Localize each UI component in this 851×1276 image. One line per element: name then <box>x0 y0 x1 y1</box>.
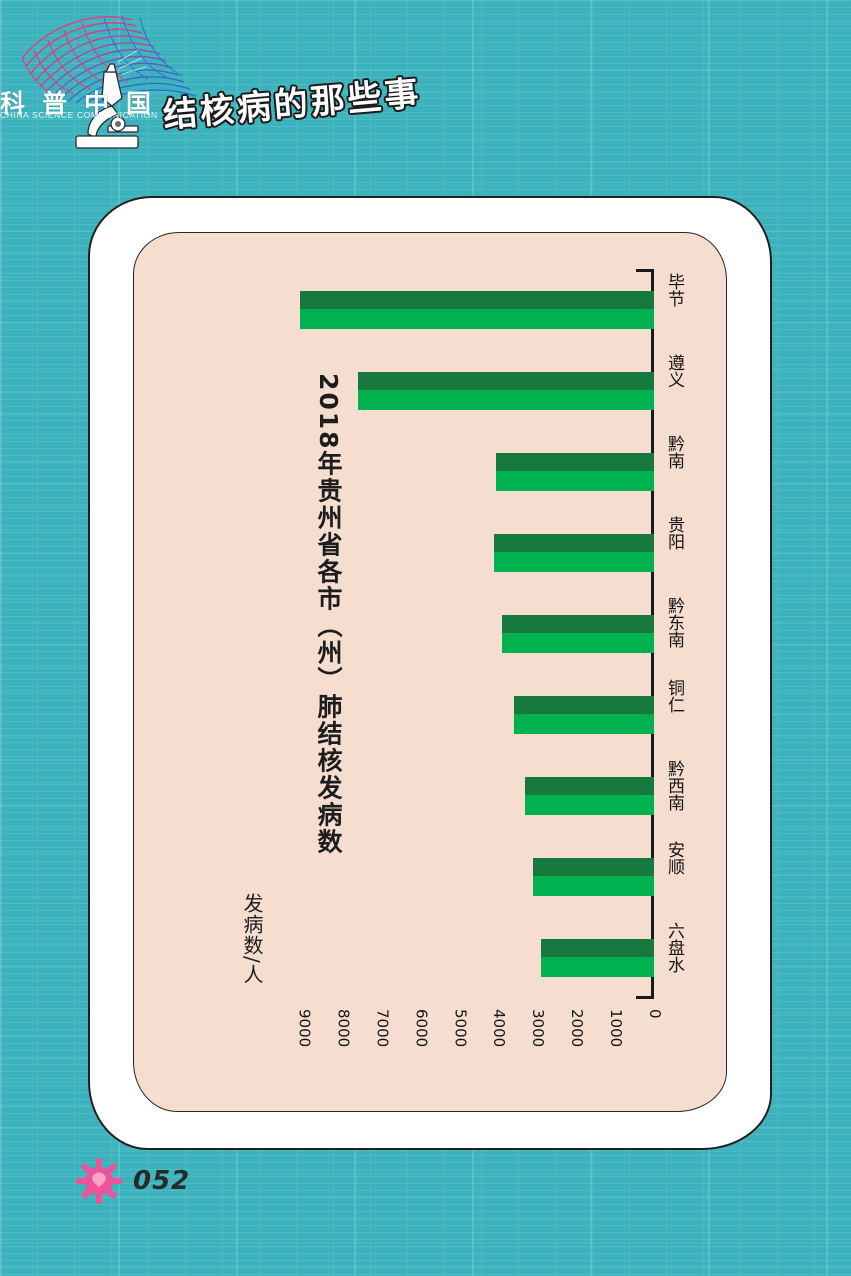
bar-六盘水 <box>284 939 654 978</box>
bar-fill <box>533 858 654 897</box>
bar-fill <box>525 777 654 816</box>
bar-fill <box>496 452 654 491</box>
tick-label-4000: 4000 <box>490 1009 509 1048</box>
value-axis-label: 发病数/人 <box>240 893 264 985</box>
bar-黔东南 <box>284 615 654 653</box>
tick-label-5000: 5000 <box>451 1009 470 1048</box>
plot-area <box>284 269 654 999</box>
tick-label-0: 0 <box>646 1009 664 1019</box>
tick-label-2000: 2000 <box>568 1009 587 1048</box>
bar-遵义 <box>284 371 654 410</box>
gear-flower-icon <box>76 1158 122 1204</box>
logo-brand-text: 科普中国 <box>0 89 169 118</box>
page-header: 科普中国 CHINA SCIENCE COMMUNICATION 结核病的那些事 <box>0 0 851 170</box>
bar-fill <box>513 696 654 735</box>
bar-fill <box>494 533 654 572</box>
bar-贵阳 <box>284 533 654 572</box>
category-label-安顺: 安顺 <box>664 840 684 875</box>
category-label-贵阳: 贵阳 <box>664 516 684 551</box>
page-number: 052 <box>133 1166 191 1196</box>
tick-label-7000: 7000 <box>373 1009 392 1048</box>
bar-铜仁 <box>284 696 654 735</box>
logo-subtitle-text: CHINA SCIENCE COMMUNICATION <box>0 110 158 120</box>
category-label-六盘水: 六盘水 <box>664 921 684 973</box>
bar-安顺 <box>284 858 654 897</box>
axis-cap-bottom <box>636 996 654 999</box>
feather-swoosh-icon <box>21 15 197 149</box>
content-card-panel: 2018年贵州省各市（州）肺结核发病数 发病数/人 毕节遵义黔南贵阳黔东南铜仁黔… <box>133 232 727 1112</box>
bar-fill <box>299 290 654 329</box>
tick-label-9000: 9000 <box>295 1009 314 1048</box>
chart-title: 2018年贵州省各市（州）肺结核发病数 <box>314 373 343 856</box>
category-label-遵义: 遵义 <box>664 354 684 389</box>
tick-label-1000: 1000 <box>607 1009 626 1048</box>
tick-label-6000: 6000 <box>412 1009 431 1048</box>
bar-黔南 <box>284 452 654 491</box>
category-label-黔西南: 黔西南 <box>664 759 684 811</box>
category-label-黔东南: 黔东南 <box>664 597 684 649</box>
china-science-communication-logo: 科普中国 CHINA SCIENCE COMMUNICATION <box>0 6 290 156</box>
bar-黔西南 <box>284 777 654 816</box>
tick-label-3000: 3000 <box>529 1009 548 1048</box>
category-label-毕节: 毕节 <box>664 273 684 307</box>
category-label-铜仁: 铜仁 <box>664 678 684 713</box>
bar-毕节 <box>284 290 654 329</box>
axis-cap-top <box>636 269 654 272</box>
bar-chart: 2018年贵州省各市（州）肺结核发病数 发病数/人 毕节遵义黔南贵阳黔东南铜仁黔… <box>134 233 726 1111</box>
category-label-黔南: 黔南 <box>664 435 684 470</box>
bar-fill <box>358 371 654 410</box>
tick-label-8000: 8000 <box>334 1009 353 1048</box>
microscope-icon <box>75 63 139 149</box>
bar-fill <box>502 615 654 653</box>
bar-fill <box>541 939 654 978</box>
